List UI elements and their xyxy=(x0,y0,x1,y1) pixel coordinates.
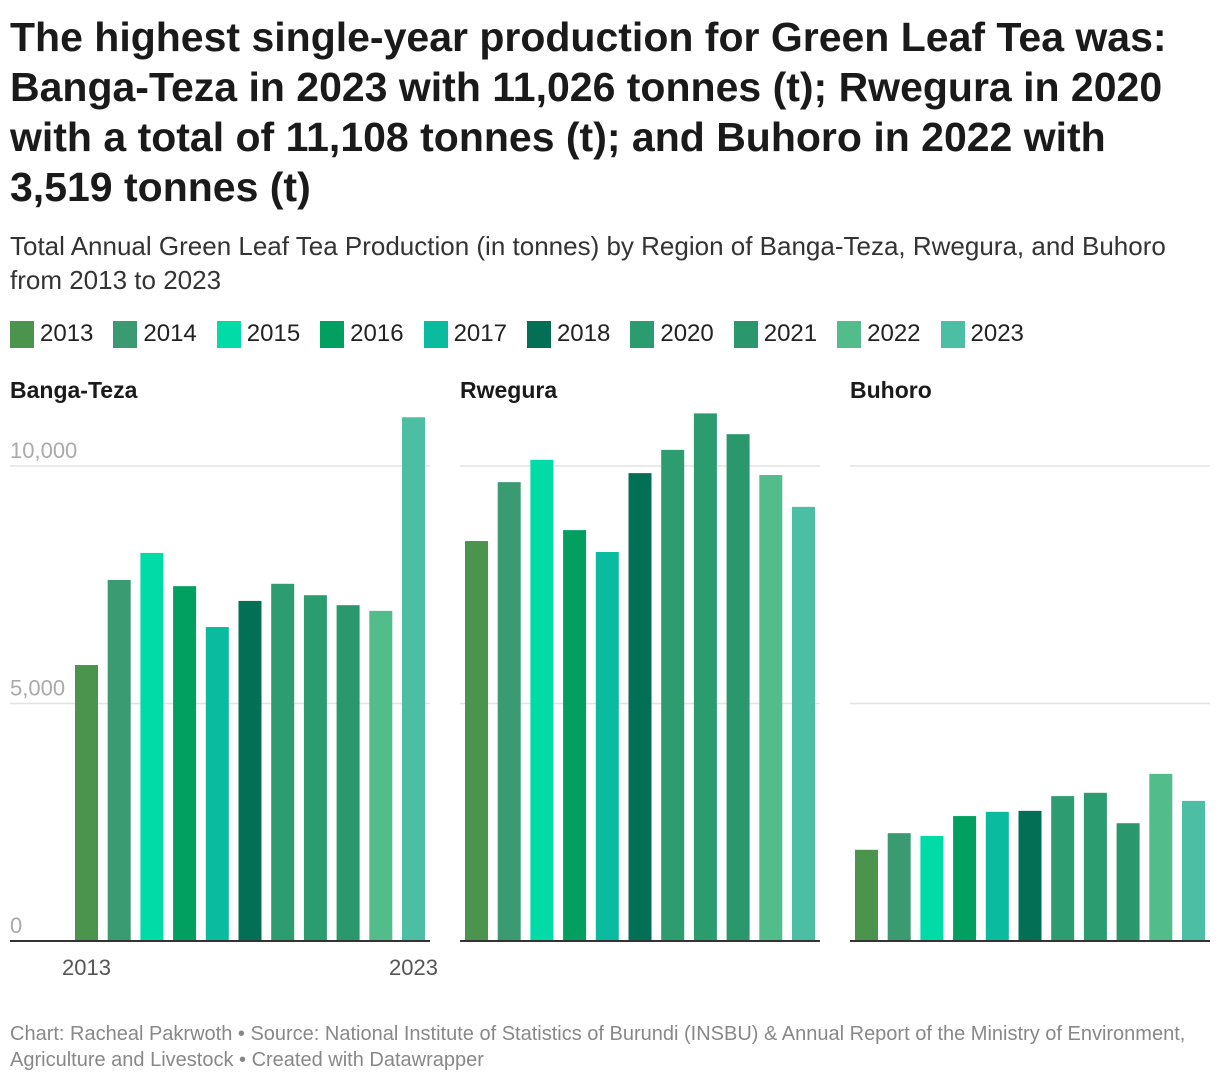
legend-item: 2015 xyxy=(216,320,301,348)
bar-banga-teza-2019 xyxy=(271,583,295,941)
bar-banga-teza-2014 xyxy=(107,580,131,941)
footer-credits: Chart: Racheal Pakrwoth • Source: Nation… xyxy=(10,1023,1186,1071)
legend-swatch xyxy=(940,320,965,348)
bar-rwegura-2016 xyxy=(563,530,587,941)
legend-swatch xyxy=(423,320,448,348)
legend-swatch xyxy=(216,320,241,348)
bar-banga-teza-2022 xyxy=(369,610,393,941)
legend-item: 2021 xyxy=(733,320,818,348)
bar-rwegura-2023 xyxy=(792,506,815,941)
bar-rwegura-2017 xyxy=(595,551,619,941)
legend-label: 2013 xyxy=(40,320,94,347)
bar-banga-teza-2018 xyxy=(238,600,262,941)
legend: 2013 2014 2015 2016 2017 2018 2020 2021 2022 2023 xyxy=(10,320,1044,348)
bar-rwegura-2015 xyxy=(530,459,554,941)
bar-buhoro-2023 xyxy=(1182,800,1205,941)
chart-title: The highest single-year production for G… xyxy=(10,14,1167,210)
legend-item: 2017 xyxy=(423,320,507,348)
legend-swatch xyxy=(320,320,345,348)
bar-buhoro-2018 xyxy=(1018,810,1042,941)
bar-buhoro-2013 xyxy=(855,849,878,941)
legend-swatch xyxy=(837,320,862,348)
bar-rwegura-2018 xyxy=(628,473,652,941)
bar-banga-teza-2016 xyxy=(173,586,197,941)
legend-item: 2016 xyxy=(320,320,404,348)
bar-rwegura-2019 xyxy=(661,449,685,941)
legend-label: 2018 xyxy=(556,320,611,347)
x-tick-label: 2023 xyxy=(389,955,438,980)
bar-buhoro-2022 xyxy=(1149,773,1173,941)
legend-item: 2022 xyxy=(837,320,921,348)
legend-label: 2014 xyxy=(143,320,197,347)
bar-rwegura-2013 xyxy=(465,541,488,941)
bar-banga-teza-2017 xyxy=(205,627,229,941)
legend-label: 2020 xyxy=(660,320,714,347)
bar-rwegura-2022 xyxy=(759,475,783,941)
bar-buhoro-2019 xyxy=(1051,796,1075,941)
bar-rwegura-2014 xyxy=(497,482,521,941)
legend-swatch xyxy=(526,320,551,348)
panel-title: Buhoro xyxy=(850,377,932,403)
legend-item: 2018 xyxy=(526,320,611,348)
bar-banga-teza-2020 xyxy=(303,595,327,941)
legend-label: 2021 xyxy=(763,320,818,347)
legend-label: 2016 xyxy=(350,320,404,347)
x-tick-label: 2013 xyxy=(62,955,111,980)
legend-swatch xyxy=(630,320,655,348)
legend-label: 2023 xyxy=(970,320,1024,347)
bar-buhoro-2015 xyxy=(920,836,944,941)
legend-label: 2015 xyxy=(246,320,301,347)
bar-buhoro-2021 xyxy=(1116,823,1140,941)
legend-swatch xyxy=(10,320,34,348)
bar-banga-teza-2013 xyxy=(75,665,98,941)
chart-subtitle: Total Annual Green Leaf Tea Production (… xyxy=(10,231,1166,295)
bar-banga-teza-2023 xyxy=(402,417,425,941)
y-tick-label: 5,000 xyxy=(10,676,65,701)
legend-label: 2022 xyxy=(867,320,921,347)
legend-swatch xyxy=(113,320,138,348)
legend-swatch xyxy=(733,320,758,348)
bar-banga-teza-2015 xyxy=(140,552,164,941)
bar-banga-teza-2021 xyxy=(336,605,360,941)
bar-buhoro-2020 xyxy=(1083,792,1107,941)
chart-area: Banga-Teza 0 5,000 10,000 2013 2023 Rwegura Buh… xyxy=(10,377,1210,980)
panel-title: Rwegura xyxy=(460,377,557,403)
bar-buhoro-2016 xyxy=(953,816,977,941)
bar-rwegura-2021 xyxy=(726,434,750,941)
panel-title: Banga-Teza xyxy=(10,377,138,403)
legend-label: 2017 xyxy=(453,320,507,347)
legend-item: 2020 xyxy=(630,320,714,348)
legend-item: 2014 xyxy=(113,320,197,348)
legend-item: 2013 xyxy=(10,320,93,348)
bar-buhoro-2014 xyxy=(887,833,911,941)
legend-item: 2023 xyxy=(940,320,1024,348)
y-tick-label: 0 xyxy=(10,913,22,938)
bar-buhoro-2017 xyxy=(985,811,1009,941)
bar-rwegura-2020 xyxy=(693,413,717,941)
y-tick-label: 10,000 xyxy=(10,438,77,463)
